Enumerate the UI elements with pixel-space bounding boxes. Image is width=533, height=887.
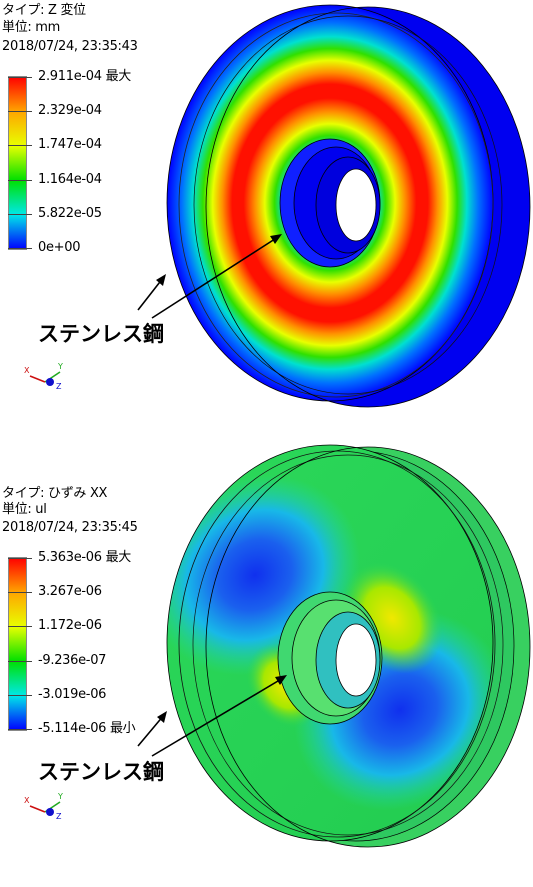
legend-label: -3.019e-06 (38, 687, 107, 702)
axis-y-label: Y (57, 362, 63, 371)
callout-arrowhead-hub (270, 234, 282, 244)
face-edge-line (166, 444, 494, 842)
color-legend-bar (8, 76, 27, 250)
groove-line (178, 12, 494, 398)
z-displacement-panel: Y X Z タイプ: Z 変位 単位: mm 2018/07/24, 23:35… (0, 0, 533, 440)
axis-x-label: X (24, 796, 30, 805)
legend-tick (8, 77, 32, 78)
legend-label-max: 5.363e-06 最大 (38, 550, 131, 565)
legend-label: 1.747e-04 (38, 137, 102, 152)
hub-bore (335, 623, 377, 697)
legend-label: 5.822e-05 (38, 206, 102, 221)
legend-label: 3.267e-06 (38, 584, 102, 599)
legend-label-min: -5.114e-06 最小 (38, 721, 136, 736)
stainless-steel-callout: ステンレス鋼 (38, 760, 164, 784)
color-legend-bar (8, 557, 27, 731)
legend-tick (8, 248, 32, 249)
axis-triad: Y X Z (24, 792, 63, 821)
outer-rim-line (205, 446, 531, 848)
legend-tick (8, 626, 32, 627)
groove-line-2 (192, 454, 504, 836)
unit-label: 単位: ul (2, 502, 47, 517)
strain-xx-plot: Y X Z (24, 444, 531, 848)
axis-z-label: Z (56, 812, 62, 821)
strain-xx-panel: Y X Z タイプ: ひずみ XX 単位: ul 2018/07/24, 23:… (0, 440, 533, 880)
legend-label: 1.172e-06 (38, 618, 102, 633)
legend-tick (8, 214, 32, 215)
legend-tick (8, 661, 32, 662)
legend-label-min: 0e+00 (38, 240, 81, 255)
result-type-label: タイプ: Z 変位 (2, 3, 86, 18)
result-type-label: タイプ: ひずみ XX (2, 486, 108, 501)
unit-label: 単位: mm (2, 20, 61, 35)
axis-triad: Y X Z (24, 362, 63, 391)
callout-arrow-rim (137, 714, 165, 747)
legend-label-max: 2.911e-04 最大 (38, 69, 131, 84)
legend-tick (8, 729, 32, 730)
z-displacement-plot: Y X Z (24, 4, 531, 408)
hub-bore (335, 168, 377, 242)
legend-tick (8, 695, 32, 696)
groove-line-2 (193, 15, 503, 395)
legend-tick (8, 145, 32, 146)
legend-tick (8, 111, 32, 112)
callout-arrow-rim (137, 277, 164, 311)
callout-arrow-hub (151, 236, 279, 319)
callout-arrowhead-hub (275, 675, 287, 685)
legend-label: 2.329e-04 (38, 103, 102, 118)
legend-tick (8, 558, 32, 559)
callout-arrowhead-rim (157, 711, 167, 723)
legend-label: -9.236e-07 (38, 653, 107, 668)
callout-arrowhead-rim (156, 274, 166, 286)
outer-rim-line (205, 6, 531, 408)
timestamp: 2018/07/24, 23:35:43 (2, 39, 138, 54)
legend-label: 1.164e-04 (38, 172, 102, 187)
legend-tick (8, 180, 32, 181)
timestamp: 2018/07/24, 23:35:45 (2, 520, 138, 535)
callout-arrow-hub (151, 677, 284, 757)
axis-y-label: Y (57, 792, 63, 801)
axis-x-label: X (24, 366, 30, 375)
axis-z-label: Z (56, 382, 62, 391)
legend-tick (8, 592, 32, 593)
stainless-steel-callout: ステンレス鋼 (38, 322, 164, 346)
